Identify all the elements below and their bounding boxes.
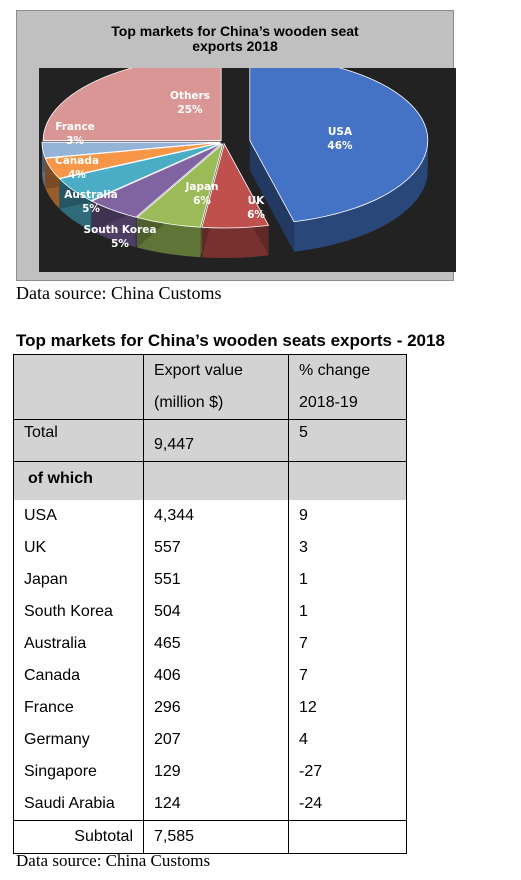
pie-slice-france (41, 141, 221, 159)
header-change-line2: 2018-19 (299, 394, 358, 411)
slice-label: Canada 4% (55, 155, 99, 181)
slice-label: UK 6% (247, 195, 265, 221)
pie-slice-australia (58, 142, 221, 202)
export-value-cell: 129 (143, 756, 289, 788)
total-label: Total (13, 419, 144, 462)
total-row: Total 9,447 5 (13, 419, 407, 462)
country-cell: Saudi Arabia (13, 788, 144, 821)
pie-slice-canada (44, 142, 221, 179)
change-cell: 1 (288, 596, 407, 628)
slice-label-value: 25% (177, 104, 203, 116)
table-title: Top markets for China’s wooden seats exp… (16, 331, 445, 350)
table-row: UK 557 3 (13, 532, 407, 564)
total-change: 5 (288, 419, 407, 462)
slice-label-value: 6% (193, 195, 211, 207)
export-value-cell: 124 (143, 788, 289, 821)
pie-slice-japan (136, 142, 224, 228)
country-cell: Australia (13, 628, 144, 660)
table-row: France 296 12 (13, 692, 407, 724)
country-cell: South Korea (13, 596, 144, 628)
subtotal-row: Subtotal 7,585 (13, 820, 407, 854)
export-value-cell: 551 (143, 564, 289, 596)
country-cell: UK (13, 532, 144, 564)
export-value-cell: 296 (143, 692, 289, 724)
country-cell: Singapore (13, 756, 144, 788)
slice-label-value: 46% (327, 140, 353, 152)
markets-table: Export value (million $) % change 2018-19 … (13, 354, 407, 854)
header-export-value: Export value (million $) (143, 354, 289, 420)
change-cell: 7 (288, 660, 407, 692)
slice-label-value: 5% (111, 238, 129, 250)
change-cell: -24 (288, 788, 407, 821)
export-value-cell: 406 (143, 660, 289, 692)
slice-label-name: Others (170, 90, 210, 102)
change-cell: 7 (288, 628, 407, 660)
slice-label-value: 6% (247, 209, 265, 221)
table-row: South Korea 504 1 (13, 596, 407, 628)
slice-label-value: 3% (66, 135, 84, 147)
table-source-note: Data source: China Customs (16, 851, 211, 870)
slice-label: France 3% (55, 121, 95, 147)
change-cell: 9 (288, 500, 407, 532)
table-row: Japan 551 1 (13, 564, 407, 596)
slice-label-name: Canada (55, 155, 99, 167)
pie-slice-uk (201, 142, 270, 229)
header-change: % change 2018-19 (288, 354, 407, 420)
header-change-line1: % change (299, 362, 371, 379)
slice-label-value: 4% (68, 169, 86, 181)
change-cell: 1 (288, 564, 407, 596)
export-value-cell: 557 (143, 532, 289, 564)
table-row: Saudi Arabia 124 -24 (13, 788, 407, 821)
export-value-cell: 504 (143, 596, 289, 628)
slice-label: Others 25% (170, 90, 210, 116)
slice-label-value: 5% (82, 203, 100, 215)
pie-slice-usa (249, 68, 429, 223)
slice-label-name: Australia (64, 189, 117, 201)
header-country (13, 354, 144, 420)
change-cell: 4 (288, 724, 407, 756)
pie-slice-side-usa (249, 140, 428, 252)
country-cell: Canada (13, 660, 144, 692)
export-value-cell: 4,344 (143, 500, 289, 532)
plot-area: USA 46% UK 6% Japan 6% South Korea 5% Australia 5… (39, 68, 456, 272)
slice-label: USA 46% (327, 126, 353, 152)
table-row: Australia 465 7 (13, 628, 407, 660)
country-cell: Japan (13, 564, 144, 596)
country-cell: Germany (13, 724, 144, 756)
header-export-value-line1: Export value (154, 362, 243, 379)
change-cell: 3 (288, 532, 407, 564)
table-row: Singapore 129 -27 (13, 756, 407, 788)
country-cell: USA (13, 500, 144, 532)
of-which-label: of which (13, 461, 144, 500)
change-cell: 12 (288, 692, 407, 724)
export-value-cell: 465 (143, 628, 289, 660)
chart-source-note: Data source: China Customs (16, 283, 222, 303)
total-value: 9,447 (143, 419, 289, 462)
table-row: Canada 406 7 (13, 660, 407, 692)
slice-label-name: France (55, 121, 95, 133)
slice-label-name: UK (248, 195, 266, 207)
subtotal-label: Subtotal (13, 820, 144, 854)
export-value-cell: 207 (143, 724, 289, 756)
slice-label-name: Japan (184, 181, 218, 193)
header-export-value-line2: (million $) (154, 394, 224, 411)
pie-slice-south-korea (90, 143, 222, 218)
slice-label-name: South Korea (84, 224, 157, 236)
country-cell: France (13, 692, 144, 724)
pie-slice-others (42, 68, 222, 141)
table-header-row: Export value (million $) % change 2018-19 (13, 354, 407, 420)
pie-chart-frame: Top markets for China’s wooden seat expo… (16, 10, 456, 281)
chart-title: Top markets for China’s wooden seat expo… (111, 23, 359, 54)
slice-label: South Korea 5% (84, 224, 157, 250)
subtotal-change (288, 820, 407, 854)
table-row: USA 4,344 9 (13, 500, 407, 532)
pie-chart: USA 46% UK 6% Japan 6% South Korea 5% Australia 5… (41, 68, 429, 258)
slice-label: Japan 6% (184, 181, 218, 207)
change-cell: -27 (288, 756, 407, 788)
slice-label: Australia 5% (64, 189, 117, 215)
subtotal-value: 7,585 (143, 820, 289, 854)
of-which-row: of which (13, 461, 407, 500)
slice-label-name: USA (328, 126, 353, 138)
table-row: Germany 207 4 (13, 724, 407, 756)
